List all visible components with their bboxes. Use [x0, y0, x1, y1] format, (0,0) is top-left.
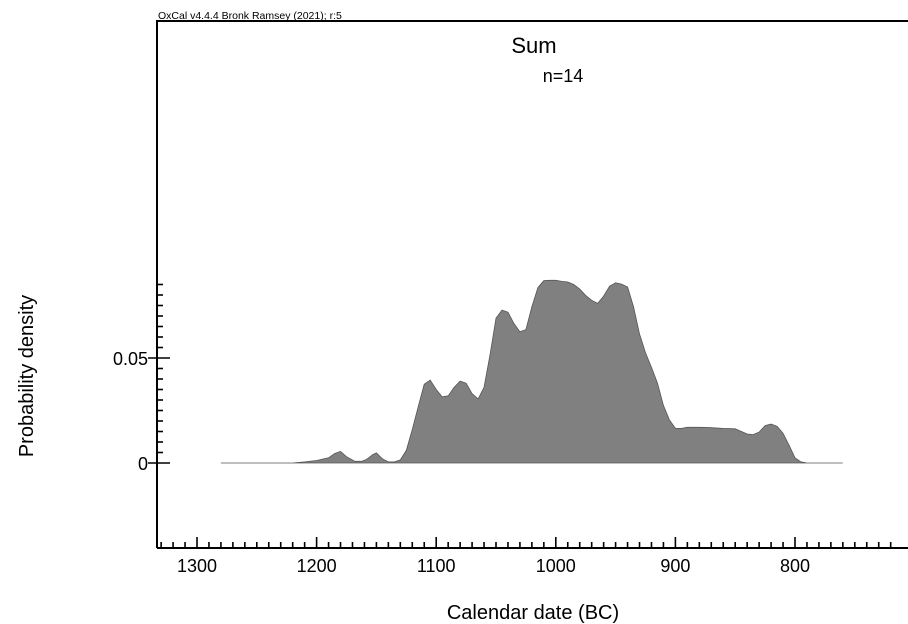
software-credit: OxCal v4.4.4 Bronk Ramsey (2021); r:5 [158, 10, 342, 22]
y-axis-title: Probability density [16, 295, 38, 457]
x-tick-label: 1300 [177, 556, 217, 576]
x-tick-label: 800 [780, 556, 810, 576]
chart-title: Sum [511, 33, 556, 58]
y-tick-label: 0.05 [113, 349, 148, 369]
y-axis [148, 283, 170, 464]
x-axis-title: Calendar date (BC) [447, 602, 619, 624]
chart-subtitle: n=14 [543, 66, 584, 86]
x-axis [160, 537, 892, 548]
x-tick-label: 900 [660, 556, 690, 576]
x-tick-label: 1200 [297, 556, 337, 576]
x-tick-label: 1000 [536, 556, 576, 576]
x-tick-label: 1100 [417, 556, 456, 576]
plot-frame [156, 20, 908, 548]
probability-distribution-area [220, 279, 843, 464]
y-tick-label: 0 [138, 454, 148, 474]
